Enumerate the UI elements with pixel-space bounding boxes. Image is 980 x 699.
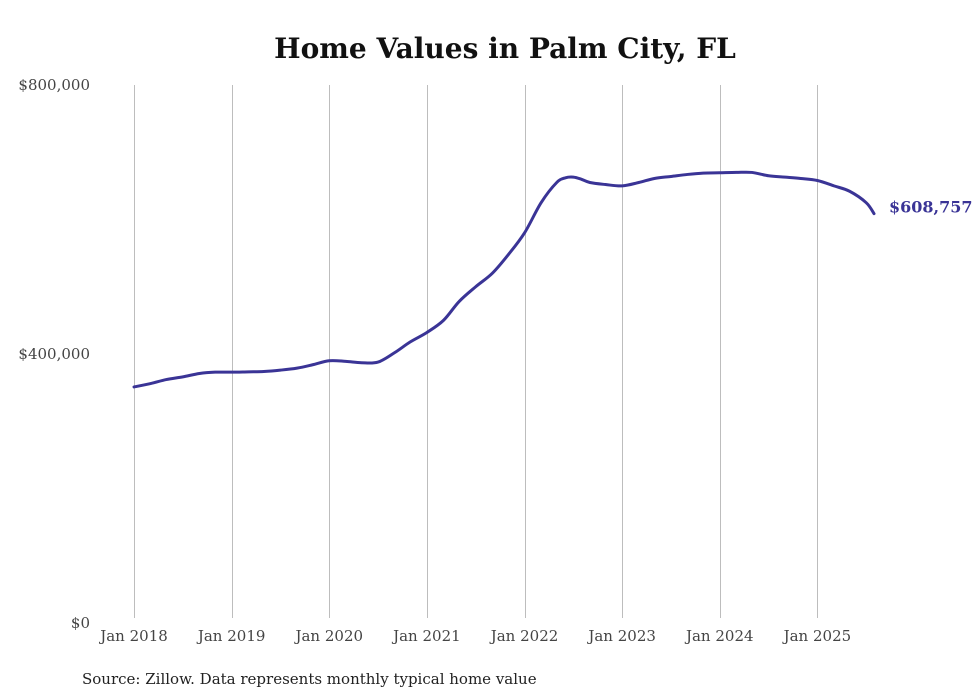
series-layer — [132, 170, 876, 389]
series-line — [132, 170, 876, 389]
x-tick-label: Jan 2023 — [586, 627, 656, 645]
y-tick-label: $400,000 — [18, 345, 90, 363]
y-axis-ticks: $0 $400,000 $800,000 — [18, 76, 90, 632]
x-axis-ticks: Jan 2018 Jan 2019 Jan 2020 Jan 2021 Jan 2022… — [98, 627, 851, 645]
source-note: Source: Zillow. Data represents monthly … — [82, 670, 537, 688]
x-tick-label: Jan 2021 — [391, 627, 461, 645]
x-tick-label: Jan 2019 — [196, 627, 266, 645]
y-tick-label: $800,000 — [18, 76, 90, 94]
x-tick-label: Jan 2024 — [684, 627, 754, 645]
x-tick-label: Jan 2022 — [489, 627, 559, 645]
x-tick-label: Jan 2025 — [782, 627, 852, 645]
gridlines — [134, 85, 818, 618]
chart-title: Home Values in Palm City, FL — [274, 32, 736, 65]
annotations: $608,757 — [889, 198, 973, 217]
end-value-label: $608,757 — [889, 198, 973, 217]
x-tick-label: Jan 2020 — [293, 627, 363, 645]
y-tick-label: $0 — [71, 614, 90, 632]
x-tick-label: Jan 2018 — [98, 627, 168, 645]
